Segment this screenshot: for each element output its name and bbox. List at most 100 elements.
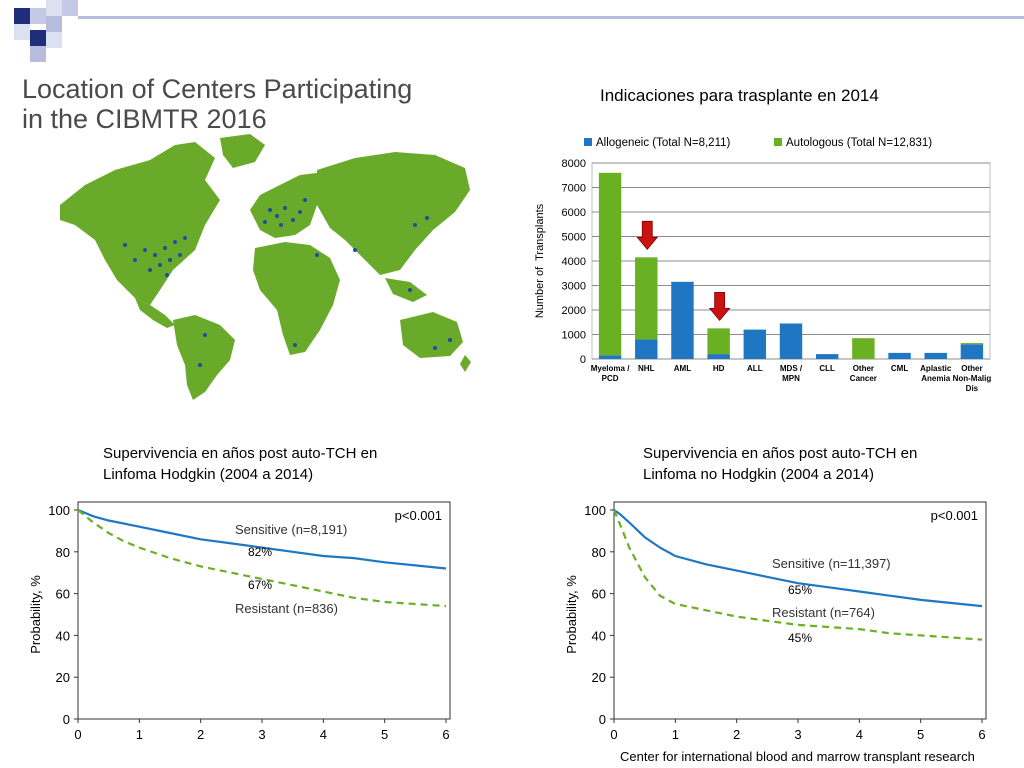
deco-square (46, 0, 62, 16)
map-continent-new-zealand (460, 355, 471, 372)
y-tick-label: 20 (56, 670, 70, 685)
x-tick-label: 4 (320, 727, 327, 742)
y-tick-label: 20 (592, 670, 606, 685)
bar-segment (707, 328, 730, 355)
km2-title-line: Linfoma no Hodgkin (2004 a 2014) (643, 466, 874, 483)
map-dot (173, 240, 177, 244)
map-dot (165, 273, 169, 277)
x-tick-label: AML (674, 364, 691, 373)
x-tick-label: MPN (782, 374, 800, 383)
map-dot (408, 288, 412, 292)
legend-item: Allogeneic (Total N=8,211) (584, 137, 731, 149)
y-tick-label: 0 (63, 712, 70, 727)
x-tick-label: 2 (197, 727, 204, 742)
bar-segment (635, 257, 658, 340)
x-tick-label: Dis (966, 384, 979, 393)
x-tick-label: 6 (442, 727, 449, 742)
bar-segment (598, 172, 622, 356)
x-tick-label: 5 (917, 727, 924, 742)
x-tick-label: MDS / (780, 364, 803, 373)
x-tick-label: Aplastic (920, 364, 952, 373)
bar-segment (635, 339, 658, 359)
km2-title: Supervivencia en años post auto-TCH en L… (643, 443, 917, 485)
y-tick-label: 100 (48, 503, 70, 518)
map-title: Location of Centers Participating in the… (22, 74, 462, 134)
series-label: Sensitive (n=8,191) (235, 522, 347, 537)
map-dot (315, 253, 319, 257)
sensitive-curve (77, 508, 447, 570)
x-tick-label: PCD (602, 374, 619, 383)
x-tick-label: Non-Malig (953, 374, 992, 383)
map-continent-central-america (135, 298, 175, 328)
y-tick-label: 60 (592, 587, 606, 602)
bar-segment (852, 338, 875, 359)
map-continent-asia (317, 152, 470, 275)
bar-segment (960, 344, 984, 359)
p-value-label: p<0.001 (931, 508, 978, 523)
x-tick-label: CLL (819, 364, 835, 373)
map-dot (178, 253, 182, 257)
deco-square (14, 8, 30, 24)
y-tick-label: 4000 (562, 256, 586, 268)
y-tick-label: 80 (56, 545, 70, 560)
y-tick-label: 6000 (562, 207, 586, 219)
map-dot (293, 343, 297, 347)
bar-segment (815, 354, 839, 359)
x-tick-label: 4 (856, 727, 863, 742)
deco-square (14, 24, 30, 40)
deco-square (46, 16, 62, 32)
map-dot (148, 268, 152, 272)
deco-square (30, 8, 46, 24)
map-dot (303, 198, 307, 202)
y-axis-label: Number of Transplants (534, 203, 546, 318)
x-tick-label: Other (853, 364, 874, 373)
x-tick-label: CML (891, 364, 908, 373)
x-tick-label: 0 (610, 727, 617, 742)
y-axis-label: Probability, % (28, 575, 43, 654)
map-dot (425, 216, 429, 220)
plot-frame (613, 501, 987, 720)
deco-square (30, 46, 46, 62)
y-tick-label: 0 (580, 354, 586, 366)
map-dot (413, 223, 417, 227)
x-tick-label: 0 (74, 727, 81, 742)
bar-segment (598, 355, 622, 359)
map-continent-north-america (60, 142, 220, 305)
y-tick-label: 40 (592, 628, 606, 643)
map-continent-australia (400, 312, 463, 358)
legend-swatch (584, 138, 592, 146)
map-continent-africa (253, 242, 340, 355)
km1-title-line: Supervivencia en años post auto-TCH en (103, 445, 378, 462)
x-tick-label: 1 (136, 727, 143, 742)
x-tick-label: 6 (978, 727, 985, 742)
map-continent-south-america (173, 315, 235, 400)
map-dot (298, 210, 302, 214)
map-dot (143, 248, 147, 252)
map-dot (198, 363, 202, 367)
bar-chart-title: Indicaciones para trasplante en 2014 (600, 86, 879, 105)
slide-decoration (14, 0, 1024, 62)
y-tick-label: 7000 (562, 183, 586, 195)
bar-segment (960, 343, 984, 345)
map-dot (433, 346, 437, 350)
deco-square (30, 30, 46, 46)
percent-annotation: 45% (788, 631, 812, 645)
percent-annotation: 67% (248, 578, 272, 592)
y-tick-label: 40 (56, 628, 70, 643)
down-arrow-icon (636, 220, 659, 250)
map-dot (263, 220, 267, 224)
y-tick-label: 8000 (562, 158, 586, 170)
map-center-dots (123, 198, 452, 367)
map-dot (291, 218, 295, 222)
bar-segment (888, 352, 911, 359)
top-rule (78, 16, 1024, 19)
resistant-curve (77, 509, 447, 608)
x-tick-label: NHL (638, 364, 655, 373)
legend-label: Allogeneic (Total N=8,211) (596, 137, 731, 149)
legend-item: Autologous (Total N=12,831) (774, 137, 932, 149)
y-tick-label: 100 (584, 503, 606, 518)
y-axis-label: Probability, % (564, 575, 579, 654)
x-tick-label: 3 (258, 727, 265, 742)
bar-chart: 0 1000 2000 3000 4000 5000 6000 7000 8000 Number … (534, 137, 992, 393)
plot-frame (77, 501, 451, 720)
